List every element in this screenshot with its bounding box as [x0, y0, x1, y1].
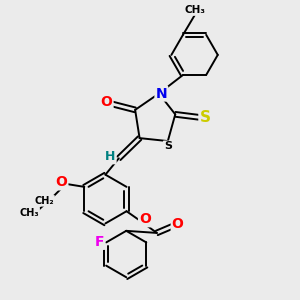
- Text: S: S: [200, 110, 211, 125]
- Text: O: O: [139, 212, 151, 226]
- Text: O: O: [101, 95, 112, 110]
- Text: F: F: [95, 235, 104, 249]
- Text: O: O: [56, 176, 68, 189]
- Text: O: O: [172, 217, 184, 231]
- Text: CH₃: CH₃: [184, 5, 205, 15]
- Text: H: H: [105, 150, 116, 163]
- Text: CH₃: CH₃: [20, 208, 39, 218]
- Text: N: N: [155, 86, 167, 100]
- Text: CH₂: CH₂: [34, 196, 54, 206]
- Text: S: S: [164, 141, 172, 152]
